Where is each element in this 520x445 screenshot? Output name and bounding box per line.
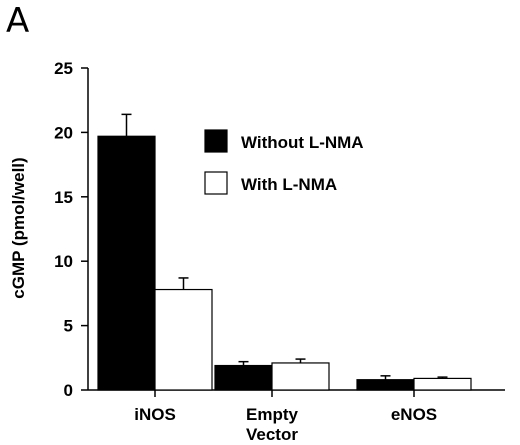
legend-swatch-0 [204,129,228,153]
legend-swatch-1 [204,171,228,195]
panel-label: A [6,1,29,41]
y-tick-label-3: 15 [54,188,73,207]
legend-label-1: With L-NMA [241,175,337,194]
y-axis-title: cGMP (pmol/well) [9,157,28,298]
legend: Without L-NMA With L-NMA [204,129,364,195]
legend-label-0: Without L-NMA [241,133,364,152]
bar-0-0 [97,135,156,391]
y-tick-label-5: 25 [54,59,73,78]
y-tick-label-0: 0 [64,381,73,400]
bar-1-1 [271,362,330,391]
bars [97,113,472,391]
axes: 0 5 10 15 20 25 iNOS Empty Vector eNOS [54,59,505,444]
x-tick-label-2: eNOS [391,405,437,424]
x-tick-label-1: Empty Vector [246,405,299,444]
y-tick-label-4: 20 [54,123,73,142]
bar-0-1 [154,288,213,391]
bar-2-0 [356,379,415,391]
y-tick-label-2: 10 [54,252,73,271]
bar-1-0 [214,364,273,391]
bar-2-1 [413,377,472,391]
x-tick-label-0: iNOS [134,405,176,424]
y-tick-label-1: 5 [64,317,73,336]
